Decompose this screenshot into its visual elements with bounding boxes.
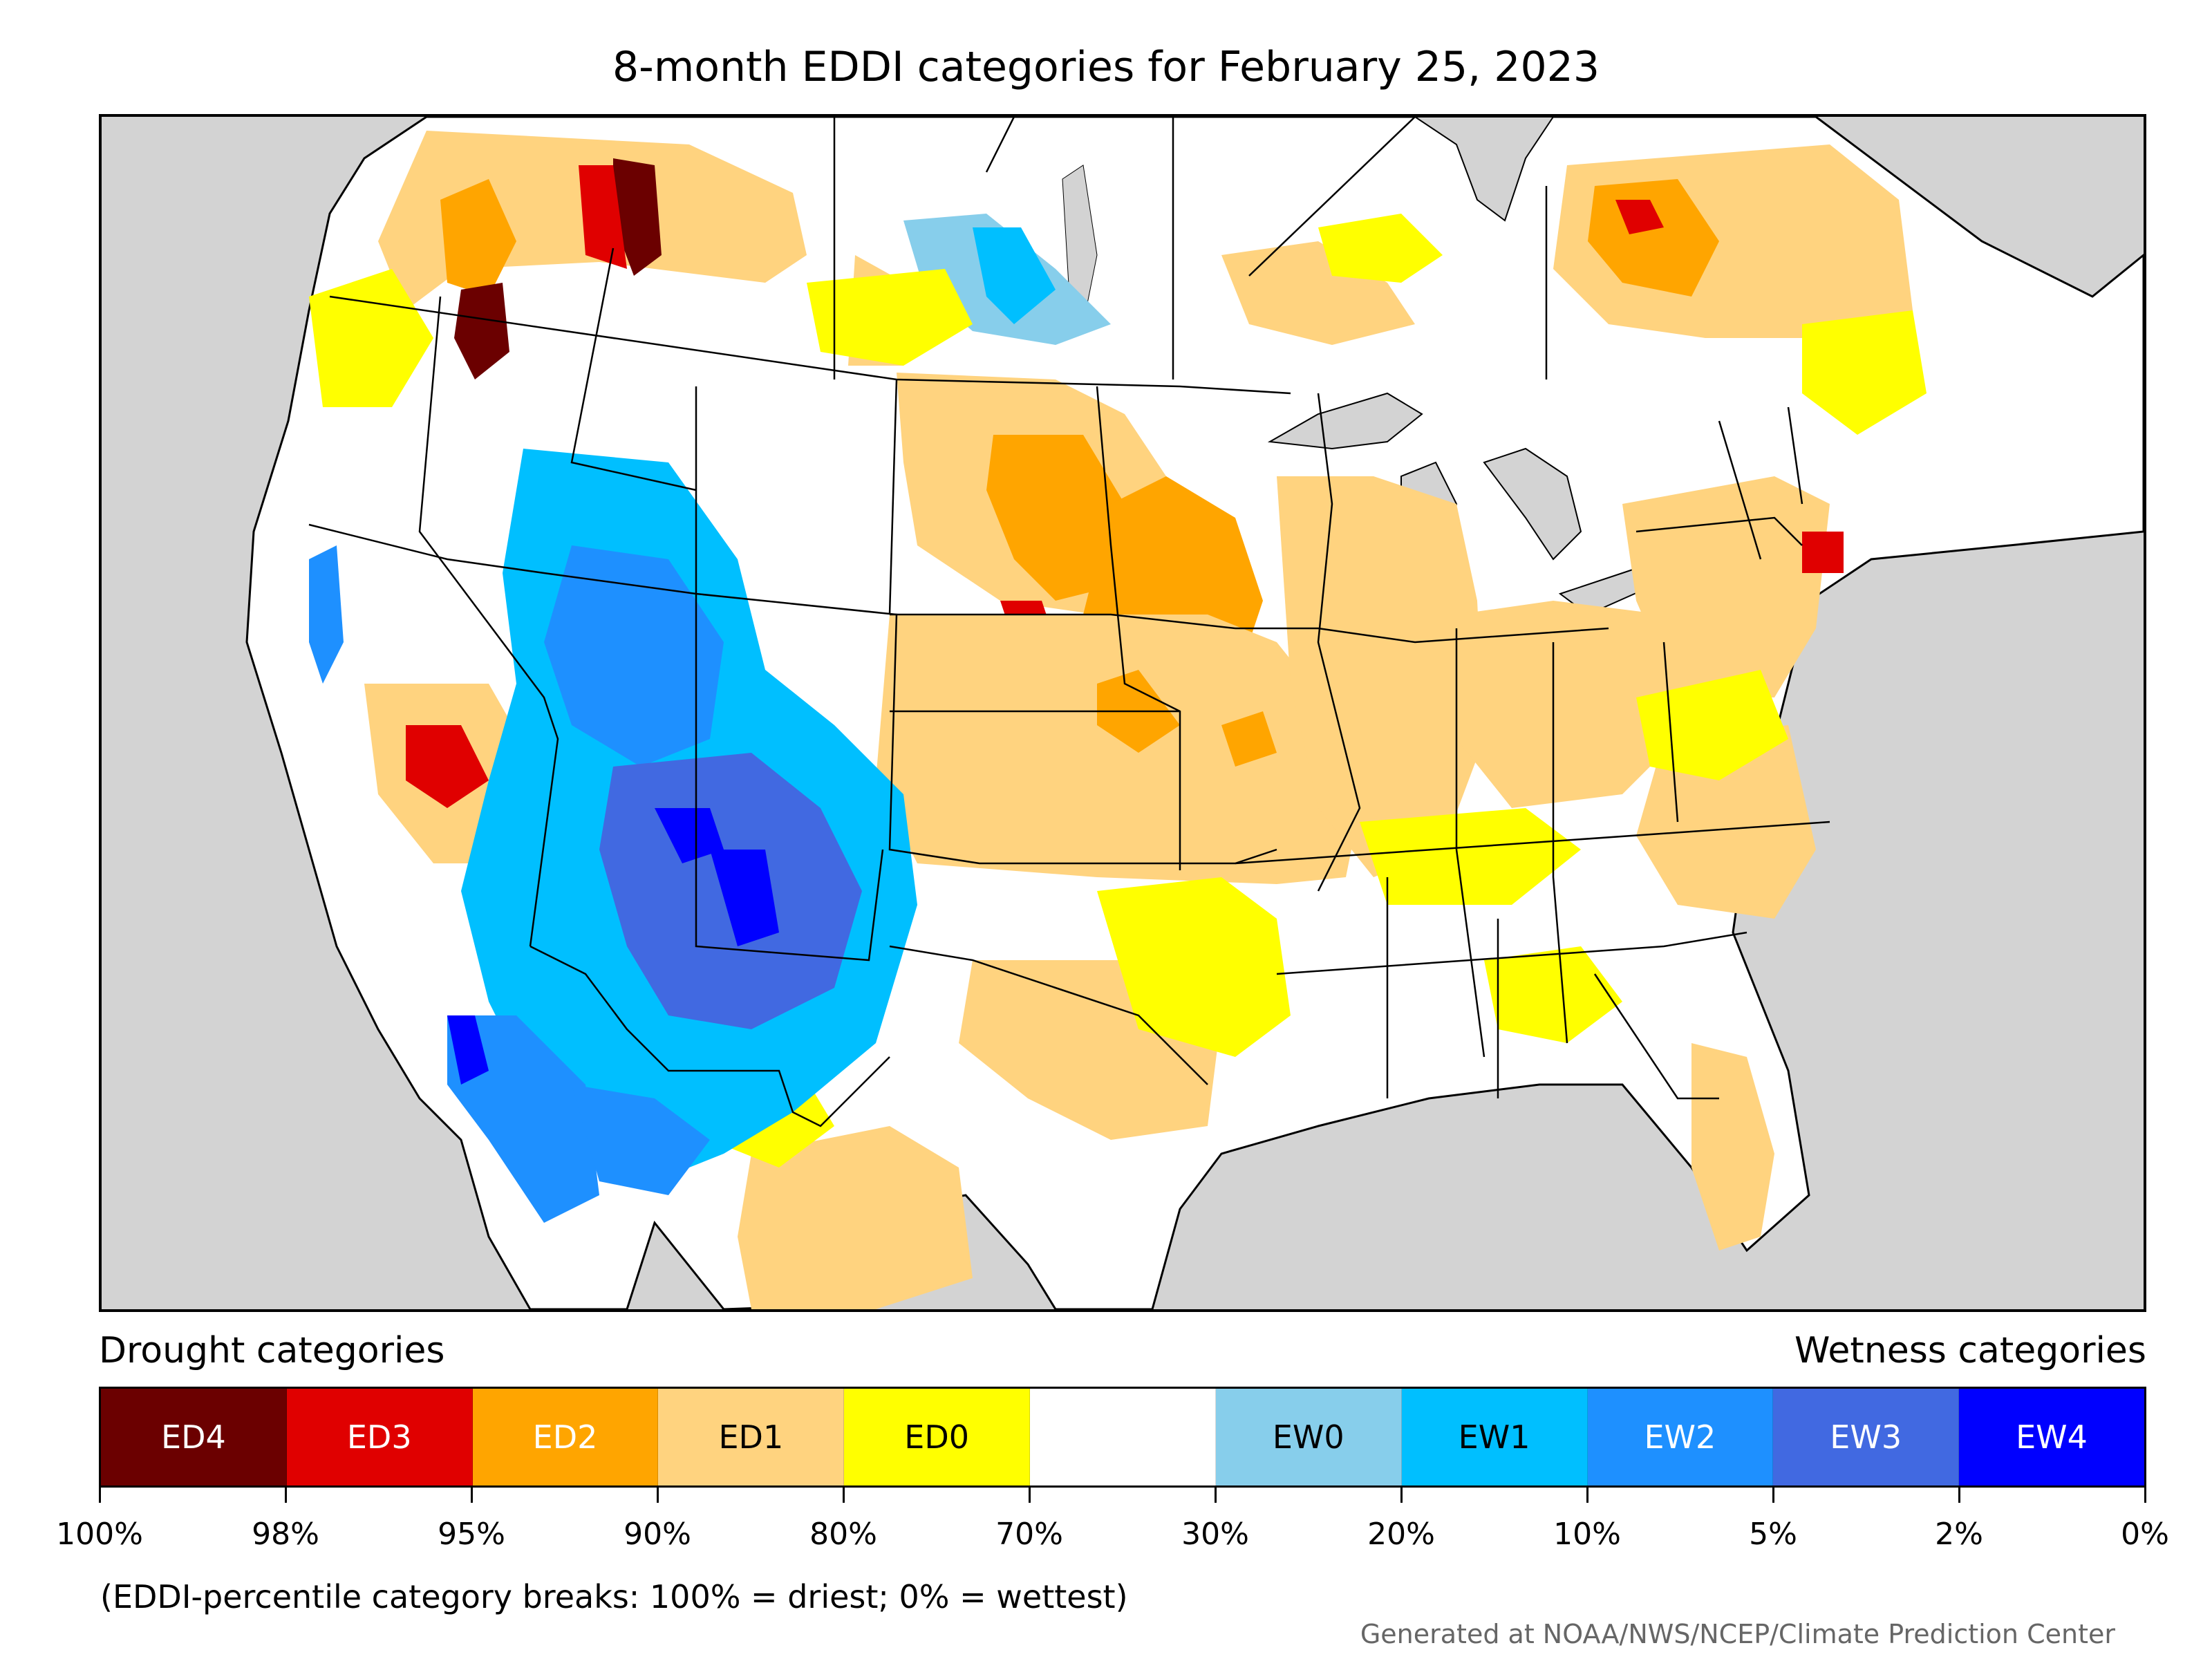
colorbar-tick: [1215, 1488, 1217, 1503]
colorbar-tick-label: 0%: [2121, 1517, 2169, 1552]
legend-segment-ew0: EW0: [1215, 1389, 1402, 1485]
legend-segment-ed3: ED3: [286, 1389, 473, 1485]
map-canvas: [245, 117, 2144, 1309]
drought-categories-heading: Drought categories: [99, 1330, 445, 1371]
colorbar-tick-label: 20%: [1367, 1517, 1435, 1552]
credit-text: Generated at NOAA/NWS/NCEP/Climate Predi…: [1360, 1619, 2115, 1649]
colorbar-tick: [1772, 1488, 1774, 1503]
colorbar-tick: [2144, 1488, 2146, 1503]
colorbar-tick-label: 98%: [252, 1517, 319, 1552]
colorbar-tick-label: 100%: [56, 1517, 143, 1552]
legend-segment-ed0: ED0: [844, 1389, 1031, 1485]
legend-segment-ew4: EW4: [1959, 1389, 2144, 1485]
hudson-bay-edge: [1414, 117, 1555, 222]
legend-segment-ew2: EW2: [1587, 1389, 1774, 1485]
legend-segment-ew3: EW3: [1773, 1389, 1960, 1485]
colorbar-tick-label: 70%: [995, 1517, 1063, 1552]
legend-segment-ew1: EW1: [1401, 1389, 1588, 1485]
colorbar-tick-label: 5%: [1749, 1517, 1797, 1552]
wetness-categories-heading: Wetness categories: [1794, 1330, 2146, 1371]
colorbar-tick: [471, 1488, 473, 1503]
boundaries: [308, 117, 1830, 1127]
colorbar-tick-label: 95%: [438, 1517, 505, 1552]
colorbar-tick: [1029, 1488, 1031, 1503]
eddi-map: [99, 114, 2146, 1312]
colorbar-tick: [1400, 1488, 1403, 1503]
colorbar-ticks: 100% 98% 95% 90% 80% 70% 30% 20% 10% 5% 2% 0%: [56, 1488, 2169, 1552]
colorbar-tick: [1958, 1488, 1960, 1503]
category-colorbar: ED4 ED3 ED2 ED1 ED0 EW0 EW1 EW2 EW3 EW4: [99, 1387, 2146, 1488]
drought-wetness-patches: [309, 131, 1927, 1309]
map-title: 8-month EDDI categories for February 25,…: [612, 43, 1600, 91]
legend-segment-ed1: ED1: [658, 1389, 845, 1485]
colorbar-tick-label: 10%: [1553, 1517, 1621, 1552]
colorbar-tick-label: 80%: [809, 1517, 877, 1552]
colorbar-tick: [1586, 1488, 1588, 1503]
legend-segment-ed2: ED2: [472, 1389, 659, 1485]
colorbar-tick-label: 90%: [624, 1517, 691, 1552]
colorbar-tick: [285, 1488, 287, 1503]
colorbar-tick-label: 30%: [1181, 1517, 1249, 1552]
category-breaks-note: (EDDI-percentile category breaks: 100% =…: [100, 1578, 1128, 1615]
colorbar-tick: [657, 1488, 659, 1503]
colorbar-tick: [843, 1488, 845, 1503]
legend-segment-neutral: [1030, 1389, 1216, 1485]
colorbar-tick: [99, 1488, 101, 1503]
legend-segment-ed4: ED4: [101, 1389, 287, 1485]
colorbar-tick-label: 2%: [1935, 1517, 1983, 1552]
